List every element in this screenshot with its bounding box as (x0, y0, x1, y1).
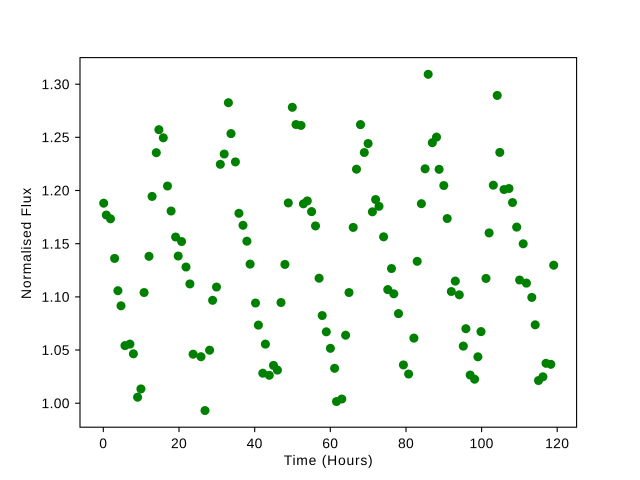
svg-text:Normalised Flux: Normalised Flux (18, 187, 34, 299)
svg-text:80: 80 (398, 435, 414, 451)
svg-text:1.00: 1.00 (42, 395, 70, 411)
svg-text:1.05: 1.05 (42, 342, 70, 358)
svg-text:1.25: 1.25 (42, 129, 70, 145)
svg-text:0: 0 (99, 435, 107, 451)
svg-text:60: 60 (322, 435, 338, 451)
svg-text:Time (Hours): Time (Hours) (284, 452, 374, 468)
svg-text:100: 100 (470, 435, 494, 451)
svg-text:1.15: 1.15 (42, 236, 70, 252)
svg-text:40: 40 (247, 435, 263, 451)
svg-text:1.10: 1.10 (42, 289, 70, 305)
svg-text:20: 20 (171, 435, 187, 451)
svg-text:120: 120 (545, 435, 569, 451)
svg-text:1.30: 1.30 (42, 76, 70, 92)
svg-text:1.20: 1.20 (42, 182, 70, 198)
